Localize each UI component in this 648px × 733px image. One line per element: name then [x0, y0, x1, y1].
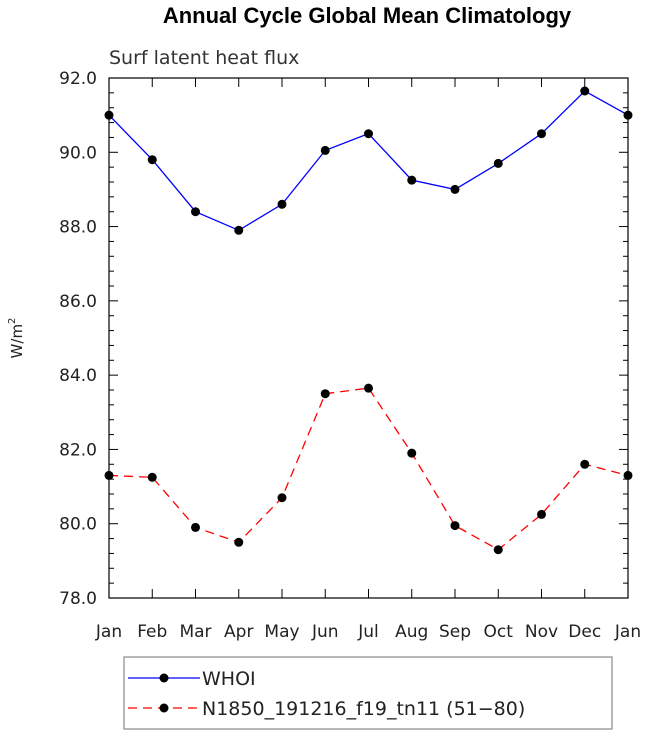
y-tick-label: 84.0 [59, 366, 97, 386]
series-2-point [147, 472, 157, 482]
x-tick-label: Aug [395, 622, 428, 642]
y-tick-label: 82.0 [59, 440, 97, 460]
series-1-point [537, 129, 546, 139]
series-2-point [407, 448, 417, 458]
series-1-point [147, 155, 157, 165]
x-tick-label: Jan [95, 622, 122, 642]
series-1-point [407, 175, 417, 185]
series-1-point [450, 184, 460, 194]
series-lines [108, 90, 629, 551]
series-1-point [493, 158, 503, 168]
x-tick-labels: Jan Feb Mar Apr May Jun Jul Aug Sep Oct Nov Dec Jan [95, 622, 641, 642]
series-2-point [364, 383, 373, 393]
series-2-point [191, 522, 200, 532]
series-1-point [191, 207, 200, 217]
series-2-point [277, 493, 287, 503]
legend-marker-1 [159, 673, 169, 683]
series-line-2 [108, 387, 629, 551]
y-axis-label: W/m2 [7, 318, 26, 359]
series-2-point [537, 509, 546, 519]
chart-title: Annual Cycle Global Mean Climatology [163, 3, 572, 28]
y-tick-label: 92.0 [59, 69, 97, 89]
y-tick-label: 78.0 [59, 589, 97, 609]
series-1-point [234, 225, 244, 235]
x-tick-label: Jan [614, 622, 641, 642]
series-2-point [580, 459, 590, 469]
series-2-point [450, 521, 460, 531]
chart-subtitle: Surf latent heat flux [109, 47, 299, 69]
series-1-point [320, 145, 330, 155]
legend-box [123, 656, 613, 730]
series-2-point [320, 389, 330, 399]
axis-ticks [108, 77, 629, 599]
series-points [104, 86, 633, 555]
series-1-point [277, 199, 287, 209]
series-1-point [364, 129, 373, 139]
x-tick-label: Feb [137, 622, 167, 642]
x-tick-label: Jul [357, 622, 379, 642]
x-tick-label: Apr [224, 622, 253, 642]
legend-label-2: N1850_191216_f19_tn11 (51−80) [202, 698, 525, 720]
y-tick-label: 90.0 [59, 143, 97, 163]
series-2-point [493, 545, 503, 555]
y-tick-label: 80.0 [59, 515, 97, 535]
series-1-point [623, 110, 633, 120]
legend-marker-2 [159, 703, 169, 713]
x-tick-label: Jun [311, 622, 339, 642]
series-2-point [234, 537, 244, 547]
x-tick-label: Sep [439, 622, 471, 642]
series-1-point [580, 86, 590, 96]
x-tick-label: Nov [525, 622, 558, 642]
y-tick-label: 88.0 [59, 218, 97, 238]
x-tick-label: Dec [568, 622, 601, 642]
series-2-point [623, 470, 633, 480]
series-2-point [104, 470, 114, 480]
y-tick-label: 86.0 [59, 292, 97, 312]
x-tick-label: May [264, 622, 299, 642]
y-axis-label-unit: W/m [8, 324, 26, 359]
legend-label-1: WHOI [202, 668, 256, 690]
series-1-point [104, 110, 114, 120]
legend: WHOI N1850_191216_f19_tn11 (51−80) [123, 656, 613, 730]
plot-frame [108, 77, 629, 599]
x-tick-label: Mar [179, 622, 211, 642]
y-tick-labels: 78.0 80.0 82.0 84.0 86.0 88.0 90.0 92.0 [59, 69, 97, 609]
y-axis-label-exponent: 2 [7, 318, 18, 324]
x-tick-label: Oct [484, 622, 514, 642]
series-line-1 [108, 90, 629, 232]
plot-area [104, 77, 633, 599]
